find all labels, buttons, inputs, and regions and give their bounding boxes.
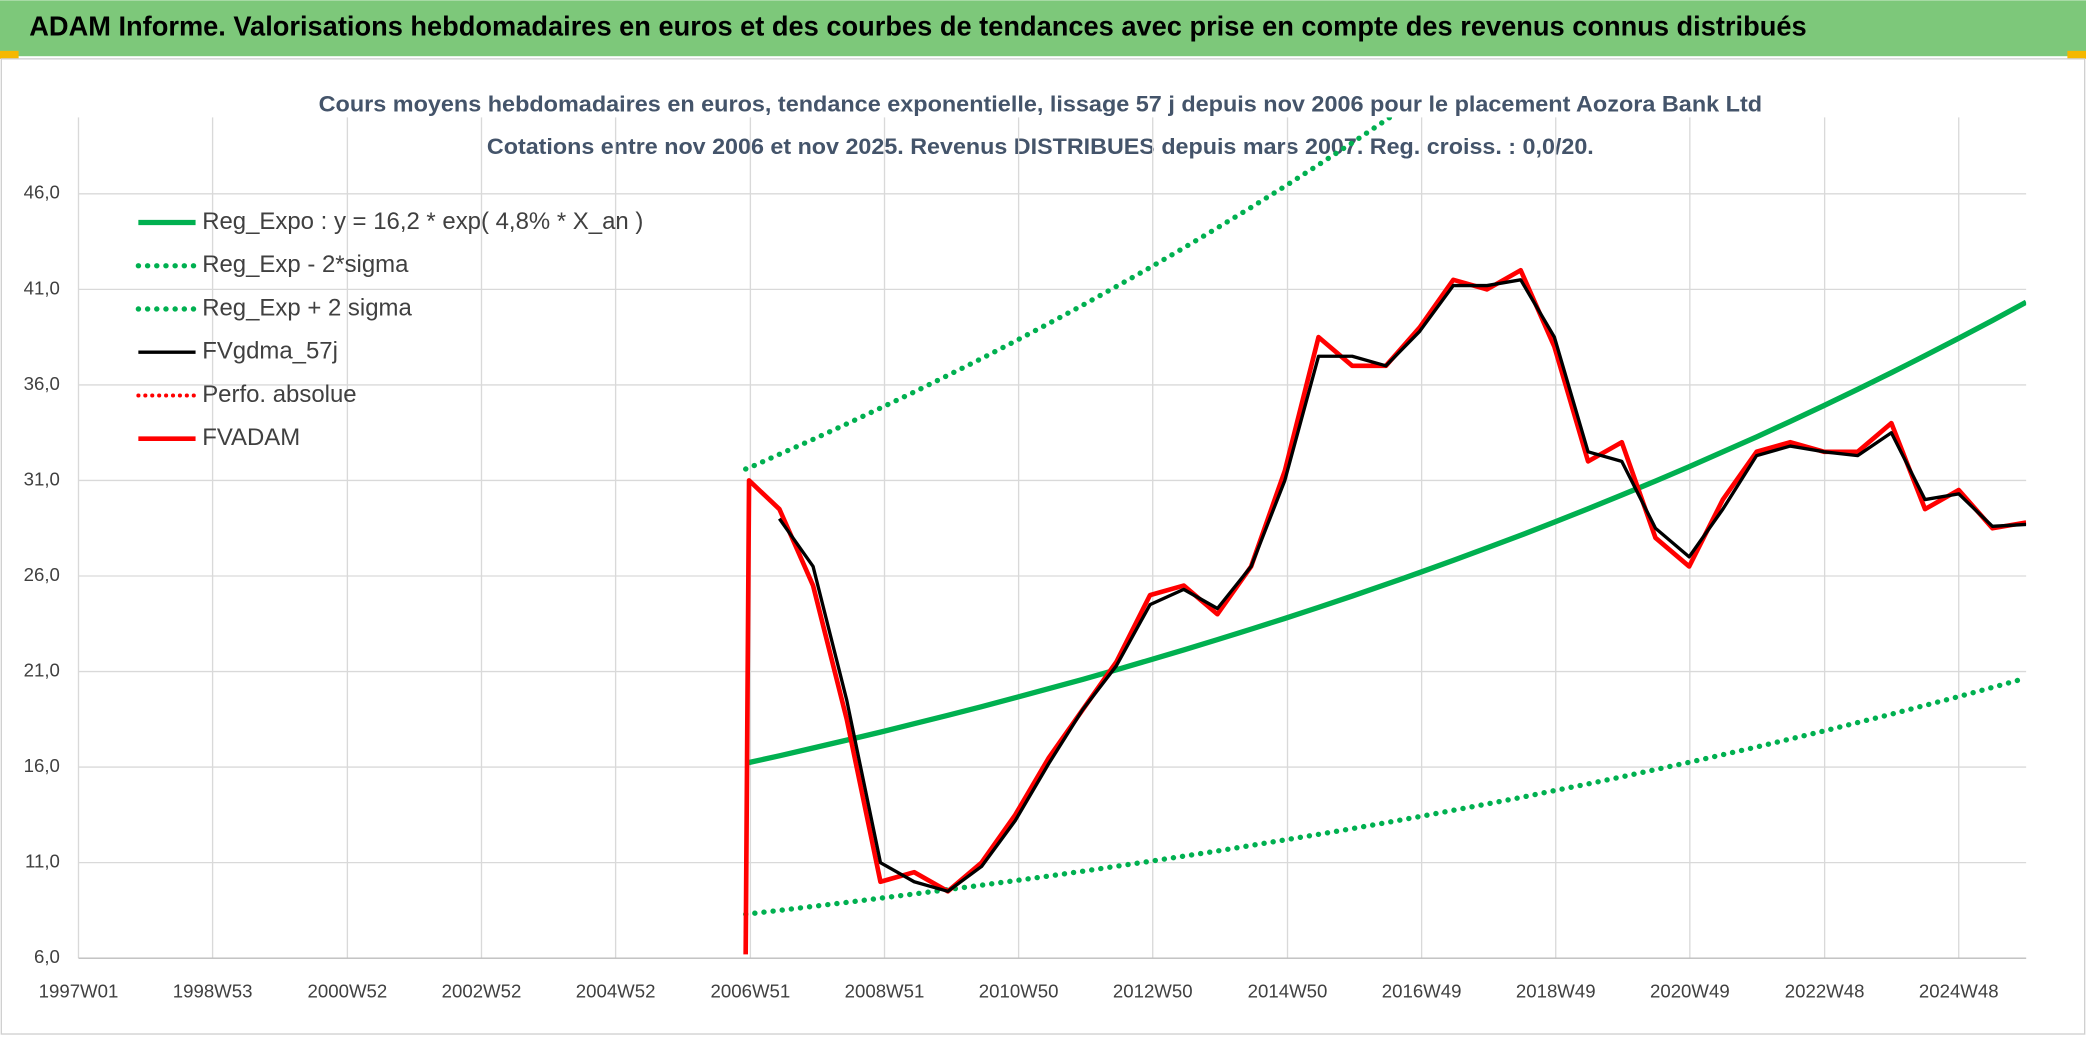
series-line bbox=[745, 299, 2027, 766]
legend-label: Reg_Exp + 2 sigma bbox=[202, 294, 412, 321]
x-tick-label: 2020W49 bbox=[1650, 981, 1730, 1002]
corner-mark bbox=[0, 50, 19, 59]
x-tick-label: 2004W52 bbox=[576, 981, 656, 1002]
legend-label: Reg_Exp - 2*sigma bbox=[202, 251, 409, 278]
legend-label: Perfo. absolue bbox=[202, 381, 356, 408]
x-tick-label: 2010W50 bbox=[979, 981, 1059, 1002]
x-tick-label: 1997W01 bbox=[39, 981, 119, 1002]
legend-label: Reg_Expo : y = 16,2 * exp( 4,8% * X_an ) bbox=[202, 208, 643, 235]
y-tick-label: 11,0 bbox=[25, 851, 60, 872]
y-tick-label: 26,0 bbox=[24, 564, 60, 585]
x-tick-label: 2000W52 bbox=[308, 981, 388, 1002]
y-tick-label: 21,0 bbox=[24, 659, 60, 680]
x-tick-label: 2012W50 bbox=[1113, 981, 1193, 1002]
y-tick-label: 46,0 bbox=[24, 182, 60, 203]
chart-border bbox=[0, 58, 2086, 1035]
chart-title: Cours moyens hebdomadaires en euros, ten… bbox=[319, 91, 1762, 116]
series-line bbox=[743, 117, 1395, 472]
legend: Reg_Expo : y = 16,2 * exp( 4,8% * X_an )… bbox=[135, 208, 643, 451]
x-tick-label: 2024W48 bbox=[1919, 981, 1999, 1002]
x-tick-label: 2002W52 bbox=[442, 981, 522, 1002]
header-bar bbox=[0, 0, 2086, 57]
axes: 6,0 11,0 16,0 21,0 26,0 31,0 36,0 41,0 46,0 1997W… bbox=[24, 182, 1999, 1002]
corner-mark bbox=[2067, 50, 2086, 59]
y-tick-label: 6,0 bbox=[34, 946, 60, 967]
y-tick-label: 31,0 bbox=[24, 468, 60, 489]
y-tick-label: 16,0 bbox=[24, 755, 60, 776]
x-tick-label: 2008W51 bbox=[845, 981, 925, 1002]
plot-area bbox=[743, 117, 2027, 955]
x-tick-label: 2006W51 bbox=[711, 981, 791, 1002]
x-tick-label: 2018W49 bbox=[1516, 981, 1596, 1002]
series-line bbox=[778, 278, 2027, 893]
y-tick-label: 41,0 bbox=[24, 277, 60, 298]
x-tick-label: 2014W50 bbox=[1248, 981, 1328, 1002]
x-tick-label: 1998W53 bbox=[173, 981, 253, 1002]
y-tick-label: 36,0 bbox=[24, 373, 60, 394]
legend-label: FVgdma_57j bbox=[202, 338, 338, 365]
x-tick-label: 2022W48 bbox=[1785, 981, 1865, 1002]
x-tick-label: 2016W49 bbox=[1382, 981, 1462, 1002]
legend-label: FVADAM bbox=[202, 424, 300, 451]
chart-subtitle: Cotations entre nov 2006 et nov 2025. Re… bbox=[487, 134, 1594, 159]
series-line bbox=[743, 267, 2027, 955]
header-title: ADAM Informe. Valorisations hebdomadaire… bbox=[29, 11, 1806, 42]
grid bbox=[77, 117, 2027, 959]
